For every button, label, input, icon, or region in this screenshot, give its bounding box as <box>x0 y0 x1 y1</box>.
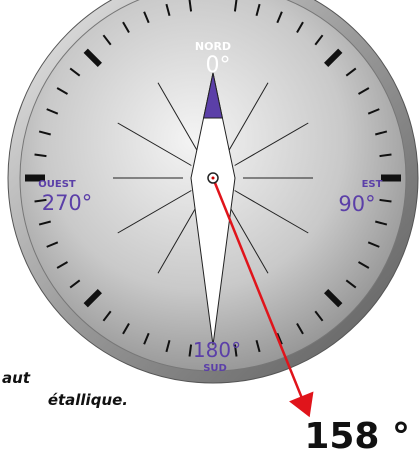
east-name: EST <box>362 179 383 190</box>
compass-illustration: aut étallique. NORD 0° EST 90° SUD 180° … <box>0 0 420 469</box>
west-degrees: 270° <box>42 191 93 215</box>
south-degrees: 180° <box>193 338 241 362</box>
pivot-dot <box>212 177 215 180</box>
heading-label: 158 ° <box>304 416 410 457</box>
north-name: NORD <box>195 40 231 53</box>
north-degrees: 0° <box>206 53 231 78</box>
east-degrees: 90° <box>338 192 375 216</box>
caption-line: étallique. <box>48 391 128 409</box>
caption-line: aut <box>2 369 31 387</box>
west-name: OUEST <box>38 179 76 190</box>
south-name: SUD <box>203 363 227 374</box>
